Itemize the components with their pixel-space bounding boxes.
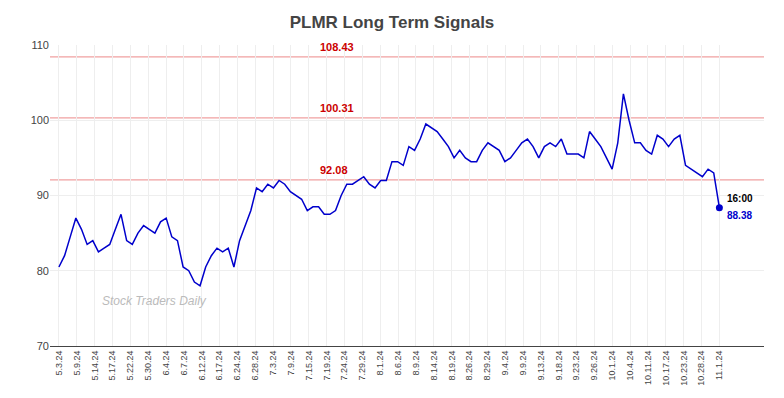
svg-text:5.9.24: 5.9.24 bbox=[72, 351, 82, 376]
svg-text:8.19.24: 8.19.24 bbox=[447, 351, 457, 381]
svg-text:PLMR Long Term Signals: PLMR Long Term Signals bbox=[290, 13, 495, 32]
svg-text:6.17.24: 6.17.24 bbox=[215, 351, 225, 381]
svg-text:7.29.24: 7.29.24 bbox=[357, 351, 367, 381]
svg-text:8.29.24: 8.29.24 bbox=[482, 351, 492, 381]
svg-text:8.9.24: 8.9.24 bbox=[411, 351, 421, 376]
svg-text:90: 90 bbox=[37, 189, 49, 201]
svg-text:Stock Traders Daily: Stock Traders Daily bbox=[102, 294, 207, 308]
svg-text:88.38: 88.38 bbox=[727, 210, 752, 221]
svg-text:5.3.24: 5.3.24 bbox=[54, 351, 64, 376]
svg-text:9.13.24: 9.13.24 bbox=[536, 351, 546, 381]
svg-text:7.24.24: 7.24.24 bbox=[339, 351, 349, 381]
svg-text:8.1.24: 8.1.24 bbox=[375, 351, 385, 376]
svg-text:8.26.24: 8.26.24 bbox=[464, 351, 474, 381]
svg-text:7.3.24: 7.3.24 bbox=[268, 351, 278, 376]
svg-text:108.43: 108.43 bbox=[320, 41, 354, 53]
svg-text:10.17.24: 10.17.24 bbox=[661, 351, 671, 386]
svg-text:10.23.24: 10.23.24 bbox=[679, 351, 689, 386]
svg-text:7.19.24: 7.19.24 bbox=[322, 351, 332, 381]
svg-text:70: 70 bbox=[37, 340, 49, 352]
svg-text:8.14.24: 8.14.24 bbox=[429, 351, 439, 381]
svg-text:11.1.24: 11.1.24 bbox=[714, 351, 724, 380]
svg-text:5.17.24: 5.17.24 bbox=[107, 351, 117, 381]
svg-text:8.6.24: 8.6.24 bbox=[393, 351, 403, 376]
svg-text:100.31: 100.31 bbox=[320, 102, 354, 114]
svg-text:100: 100 bbox=[31, 114, 49, 126]
svg-text:10.4.24: 10.4.24 bbox=[625, 351, 635, 381]
svg-text:80: 80 bbox=[37, 265, 49, 277]
svg-text:9.9.24: 9.9.24 bbox=[518, 351, 528, 376]
svg-text:6.12.24: 6.12.24 bbox=[197, 351, 207, 381]
svg-text:9.4.24: 9.4.24 bbox=[500, 351, 510, 376]
svg-text:10.11.24: 10.11.24 bbox=[643, 351, 653, 385]
svg-text:7.9.24: 7.9.24 bbox=[286, 351, 296, 376]
svg-text:16:00: 16:00 bbox=[727, 193, 753, 204]
svg-text:6.28.24: 6.28.24 bbox=[250, 351, 260, 381]
svg-text:5.14.24: 5.14.24 bbox=[90, 351, 100, 381]
svg-text:6.4.24: 6.4.24 bbox=[161, 351, 171, 376]
svg-text:5.22.24: 5.22.24 bbox=[125, 351, 135, 381]
svg-text:92.08: 92.08 bbox=[320, 164, 348, 176]
svg-text:110: 110 bbox=[31, 39, 49, 51]
svg-text:6.7.24: 6.7.24 bbox=[179, 351, 189, 376]
svg-text:9.18.24: 9.18.24 bbox=[554, 351, 564, 381]
svg-text:5.30.24: 5.30.24 bbox=[143, 351, 153, 381]
svg-text:6.24.24: 6.24.24 bbox=[232, 351, 242, 381]
svg-text:10.28.24: 10.28.24 bbox=[696, 351, 706, 386]
svg-text:10.1.24: 10.1.24 bbox=[607, 351, 617, 381]
svg-text:7.15.24: 7.15.24 bbox=[304, 351, 314, 381]
svg-text:9.23.24: 9.23.24 bbox=[572, 351, 582, 381]
svg-text:9.26.24: 9.26.24 bbox=[589, 351, 599, 381]
